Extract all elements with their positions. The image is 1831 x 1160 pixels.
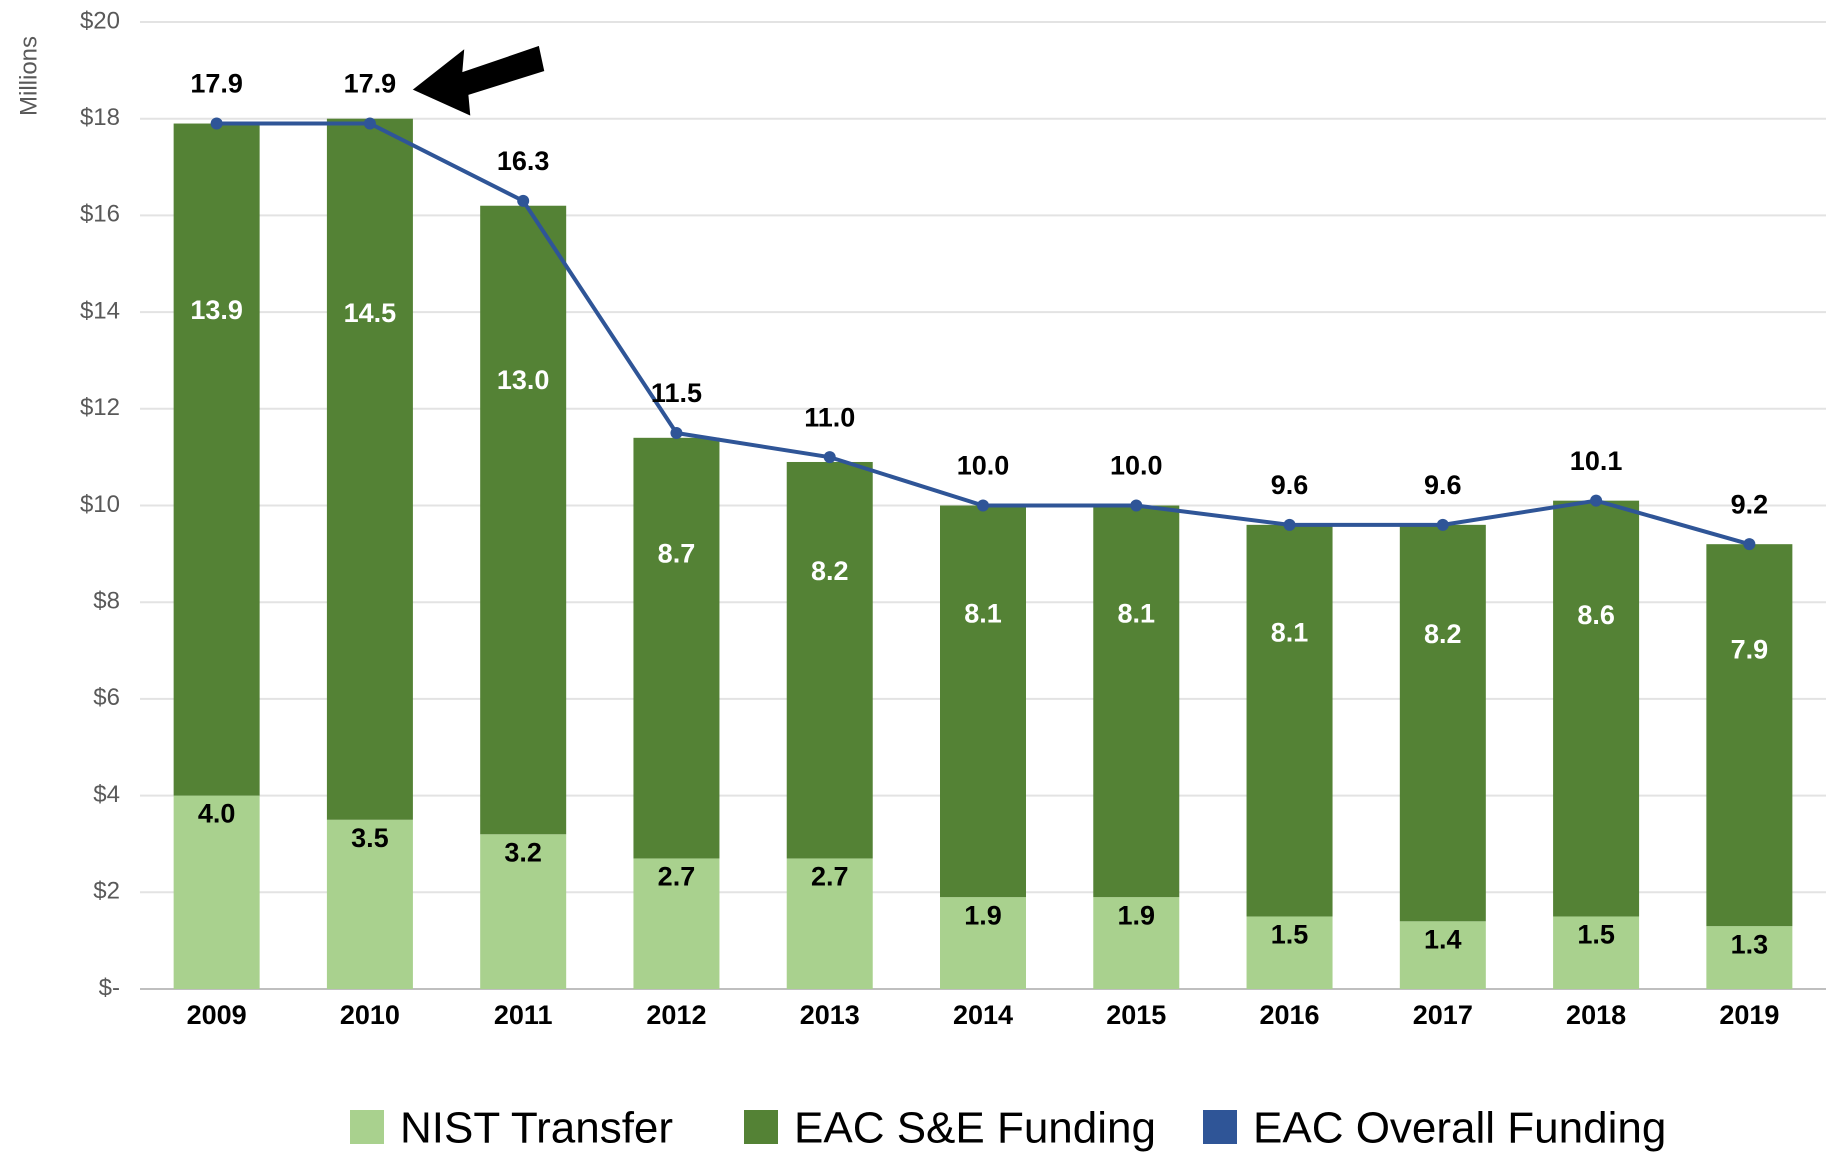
data-label: 17.9 [190, 69, 243, 99]
data-label: 2.7 [811, 862, 849, 892]
x-tick-label: 2019 [1719, 1000, 1779, 1030]
data-label: 1.5 [1271, 920, 1309, 950]
bar-segment [940, 505, 1026, 898]
x-tick-label: 2009 [187, 1000, 247, 1030]
x-tick-label: 2011 [494, 1000, 553, 1030]
data-label: 10.0 [957, 451, 1010, 481]
legend-swatch [1203, 1110, 1237, 1144]
y-tick-label: $- [99, 974, 120, 1001]
legend-label: NIST Transfer [400, 1104, 673, 1153]
bar-segment [1246, 524, 1333, 917]
x-tick-label: 2016 [1260, 1000, 1320, 1030]
y-tick-label: $16 [80, 201, 120, 228]
bar-segment [633, 858, 720, 989]
data-label: 17.9 [344, 69, 397, 99]
data-label: 8.2 [1424, 619, 1462, 649]
x-tick-label: 2013 [800, 1000, 860, 1030]
data-label: 14.5 [344, 298, 397, 328]
bar-segment [1706, 544, 1793, 927]
line-point [823, 451, 836, 464]
data-label: 2.7 [658, 862, 696, 892]
data-label: 1.9 [964, 900, 1002, 930]
line-point [977, 499, 989, 512]
data-label: 10.1 [1570, 446, 1623, 476]
bar-segment [480, 205, 567, 835]
y-axis-label: Millions [15, 36, 42, 116]
bar-segment [1706, 926, 1793, 989]
data-label: 11.0 [804, 402, 855, 432]
line-point [517, 194, 530, 207]
x-tick-label: 2017 [1413, 1000, 1473, 1030]
line-point [210, 117, 223, 130]
data-label: 9.2 [1731, 489, 1769, 519]
data-label: 8.1 [1117, 598, 1155, 628]
line-point [363, 117, 376, 130]
data-label: 11.5 [651, 378, 702, 408]
y-tick-label: $4 [93, 781, 120, 808]
data-label: 13.0 [497, 365, 550, 395]
legend-swatch [744, 1110, 778, 1144]
data-label: 1.4 [1424, 924, 1462, 954]
bar-segment [1553, 500, 1640, 917]
y-tick-label: $6 [93, 684, 120, 711]
data-label: 8.6 [1577, 600, 1615, 630]
bar-segment [1399, 921, 1486, 989]
arrow-annotation [407, 42, 548, 121]
bar-segment [1399, 524, 1486, 922]
bar-segment [1246, 916, 1333, 989]
x-tick-label: 2018 [1566, 1000, 1626, 1030]
x-tick-label: 2012 [646, 1000, 706, 1030]
data-label: 3.5 [351, 823, 389, 853]
data-label: 7.9 [1731, 634, 1769, 664]
legend-label: EAC Overall Funding [1253, 1104, 1666, 1153]
x-tick-label: 2010 [340, 1000, 400, 1030]
data-label: 1.3 [1731, 929, 1769, 959]
bar-segment [940, 897, 1026, 989]
x-tick-label: 2014 [953, 1000, 1013, 1030]
data-label: 13.9 [190, 295, 243, 325]
bar-segment [326, 118, 413, 820]
line-point [1283, 518, 1296, 531]
y-tick-label: $2 [93, 878, 120, 905]
bar-segment [1093, 505, 1180, 898]
bar-segment [786, 461, 873, 859]
line-point [1590, 494, 1603, 507]
line-point [1436, 518, 1449, 531]
data-label: 10.0 [1110, 451, 1163, 481]
line-point [1130, 499, 1143, 512]
data-label: 8.1 [964, 598, 1002, 628]
data-label: 4.0 [198, 799, 236, 829]
bar-segment [1093, 897, 1180, 989]
data-label: 9.6 [1271, 470, 1309, 500]
y-tick-label: $8 [93, 588, 120, 615]
bar-segment [480, 834, 567, 989]
y-tick-label: $14 [80, 297, 120, 324]
y-tick-label: $18 [80, 104, 120, 131]
bar-segment [173, 123, 260, 796]
bar-segment [173, 795, 260, 989]
y-tick-label: $20 [80, 7, 120, 34]
bar-segment [1553, 916, 1640, 989]
x-tick-label: 2015 [1106, 1000, 1166, 1030]
data-label: 8.1 [1271, 618, 1309, 648]
line-series [216, 121, 1750, 547]
data-label: 1.9 [1117, 900, 1155, 930]
y-tick-label: $12 [80, 394, 120, 421]
y-tick-label: $10 [80, 491, 120, 518]
data-label: 8.7 [658, 539, 696, 569]
legend-label: EAC S&E Funding [794, 1104, 1156, 1153]
bar-segment [326, 819, 413, 989]
line-point [670, 426, 683, 439]
data-label: 16.3 [497, 146, 550, 176]
data-label: 3.2 [504, 837, 542, 867]
data-label: 8.2 [811, 556, 849, 586]
bar-segment [633, 437, 720, 859]
legend-swatch [350, 1110, 384, 1144]
bar-segment [786, 858, 873, 989]
data-label: 9.6 [1424, 470, 1462, 500]
line-point [1743, 538, 1756, 551]
data-label: 1.5 [1577, 920, 1615, 950]
